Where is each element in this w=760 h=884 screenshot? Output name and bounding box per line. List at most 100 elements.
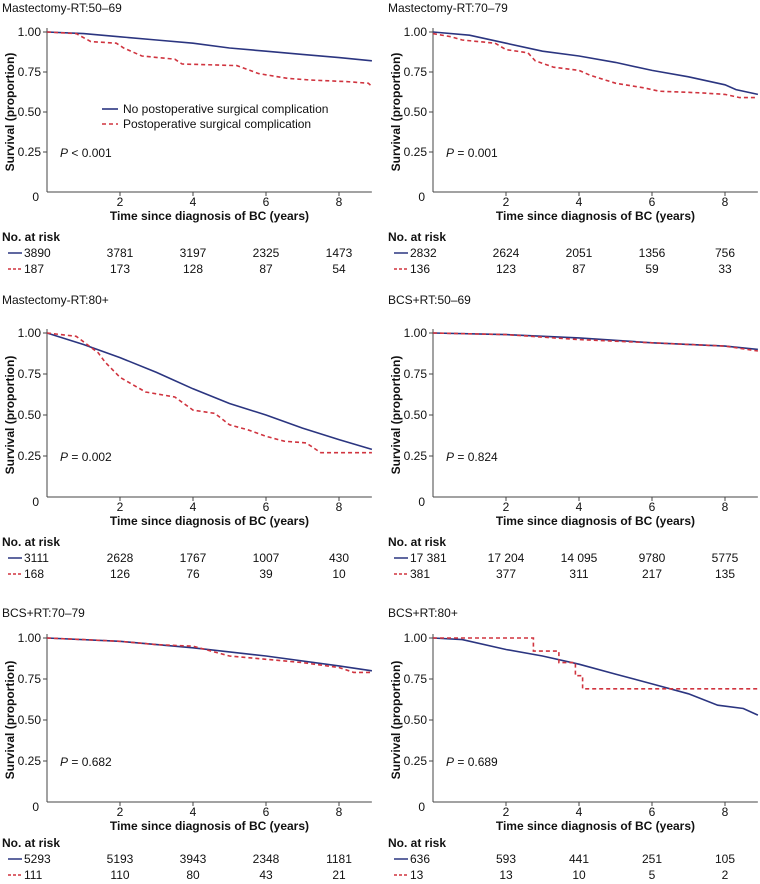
- x-tick-label: 8: [336, 805, 343, 819]
- km-panel-1: Mastectomy-RT:50–69 1.00 0.75 0.50 0.25 0 2 4 6 8…: [2, 1, 373, 276]
- x-axis-label: Time since diagnosis of BC (years): [110, 819, 309, 833]
- x-axis-label: Time since diagnosis of BC (years): [496, 514, 695, 528]
- y-tick-label: 0.50: [404, 105, 428, 119]
- at-risk-header: No. at risk: [388, 230, 446, 244]
- at-risk-count: 168: [24, 567, 44, 581]
- curve-complication: [432, 332, 759, 352]
- curve-no-complication: [432, 31, 759, 96]
- at-risk-count: 173: [110, 262, 130, 276]
- at-risk-count: 3111: [24, 551, 49, 565]
- y-tick-label: 0.50: [18, 713, 42, 727]
- at-risk-count: 17 381: [410, 551, 447, 565]
- at-risk-count: 21: [332, 868, 346, 882]
- at-risk-count: 9780: [639, 551, 666, 565]
- at-risk-count: 14 095: [561, 551, 598, 565]
- p-value: < 0.001: [68, 146, 112, 160]
- at-risk-count: 105: [715, 852, 735, 866]
- p-symbol: P: [446, 755, 454, 769]
- x-tick-label: 6: [263, 805, 270, 819]
- p-value-label: P = 0.001: [446, 146, 498, 160]
- at-risk-count: 3943: [180, 852, 207, 866]
- x-tick-label: 2: [117, 500, 124, 514]
- at-risk-count: 43: [259, 868, 273, 882]
- at-risk-count: 87: [259, 262, 273, 276]
- curve-no-complication: [46, 332, 373, 451]
- y-tick-label: 0.75: [404, 672, 428, 686]
- panel-title: Mastectomy-RT:50–69: [2, 1, 122, 15]
- at-risk-count: 10: [332, 567, 346, 581]
- at-risk-count: 5193: [107, 852, 134, 866]
- at-risk-count: 87: [572, 262, 586, 276]
- y-tick-label-zero: 0: [418, 800, 425, 814]
- y-tick-label: 0.25: [404, 449, 428, 463]
- x-tick-label: 8: [722, 805, 729, 819]
- x-tick-label: 4: [576, 500, 583, 514]
- p-value: = 0.824: [454, 450, 498, 464]
- curve-complication: [432, 32, 758, 99]
- at-risk-count: 54: [332, 262, 346, 276]
- x-tick-label: 4: [576, 195, 583, 209]
- x-tick-label: 4: [190, 500, 197, 514]
- at-risk-count: 756: [715, 246, 735, 260]
- p-symbol: P: [60, 450, 68, 464]
- at-risk-count: 311: [569, 567, 588, 581]
- y-tick-label-zero: 0: [32, 190, 39, 204]
- x-tick-label: 8: [722, 195, 729, 209]
- at-risk-header: No. at risk: [388, 535, 446, 549]
- y-tick-label: 0.50: [404, 408, 428, 422]
- at-risk-count: 13: [410, 868, 424, 882]
- km-panel-6: BCS+RT:80+ 1.00 0.75 0.50 0.25 0 2 4 6 8 Time sinc…: [388, 606, 759, 882]
- y-tick-label-zero: 0: [418, 495, 425, 509]
- panel-title: BCS+RT:80+: [388, 606, 458, 620]
- at-risk-header: No. at risk: [2, 836, 60, 850]
- x-tick-label: 8: [722, 500, 729, 514]
- km-panel-4: BCS+RT:50–69 1.00 0.75 0.50 0.25 0 2 4 6 8 Time si…: [388, 293, 759, 581]
- at-risk-count: 2325: [253, 246, 280, 260]
- y-tick-label: 1.00: [18, 25, 42, 39]
- x-tick-label: 6: [263, 195, 270, 209]
- p-value: = 0.682: [68, 755, 112, 769]
- legend: No postoperative surgical complicationPo…: [102, 102, 328, 131]
- panel-title: BCS+RT:50–69: [388, 293, 471, 307]
- at-risk-count: 39: [259, 567, 273, 581]
- curve-complication: [46, 332, 372, 454]
- at-risk-count: 111: [24, 868, 43, 882]
- y-axis-label: Survival (proportion): [389, 356, 403, 475]
- p-symbol: P: [446, 146, 454, 160]
- at-risk-count: 136: [410, 262, 430, 276]
- y-tick-label: 0.75: [404, 367, 428, 381]
- at-risk-count: 2051: [566, 246, 593, 260]
- y-axis-label: Survival (proportion): [3, 356, 17, 475]
- curve-complication: [433, 637, 758, 690]
- at-risk-count: 5293: [24, 852, 51, 866]
- at-risk-count: 10: [572, 868, 586, 882]
- y-axis-label: Survival (proportion): [3, 53, 17, 172]
- km-panel-2: Mastectomy-RT:70–79 1.00 0.75 0.50 0.25 0 2 4 6 8…: [388, 1, 759, 276]
- x-tick-label: 2: [503, 195, 510, 209]
- p-symbol: P: [60, 146, 68, 160]
- at-risk-count: 3890: [24, 246, 51, 260]
- x-tick-label: 6: [649, 195, 656, 209]
- y-tick-label: 0.25: [404, 754, 428, 768]
- x-tick-label: 2: [117, 805, 124, 819]
- y-tick-label: 0.25: [404, 145, 428, 159]
- at-risk-header: No. at risk: [388, 836, 446, 850]
- x-axis-label: Time since diagnosis of BC (years): [110, 209, 309, 223]
- at-risk-header: No. at risk: [2, 230, 60, 244]
- x-tick-label: 2: [503, 805, 510, 819]
- y-tick-label: 0.75: [404, 65, 428, 79]
- km-panel-5: BCS+RT:70–79 1.00 0.75 0.50 0.25 0 2 4 6 8 Time si…: [2, 606, 373, 882]
- y-tick-label: 1.00: [404, 25, 428, 39]
- y-axis-label: Survival (proportion): [3, 661, 17, 780]
- at-risk-count: 636: [410, 852, 430, 866]
- at-risk-count: 1767: [180, 551, 207, 565]
- at-risk-count: 123: [496, 262, 516, 276]
- y-tick-label: 1.00: [404, 631, 428, 645]
- at-risk-count: 441: [569, 852, 589, 866]
- curve-no-complication: [432, 332, 758, 351]
- y-tick-label: 0.75: [18, 367, 42, 381]
- x-tick-label: 4: [190, 805, 197, 819]
- at-risk-count: 13: [499, 868, 513, 882]
- p-symbol: P: [60, 755, 68, 769]
- y-tick-label: 0.25: [18, 754, 42, 768]
